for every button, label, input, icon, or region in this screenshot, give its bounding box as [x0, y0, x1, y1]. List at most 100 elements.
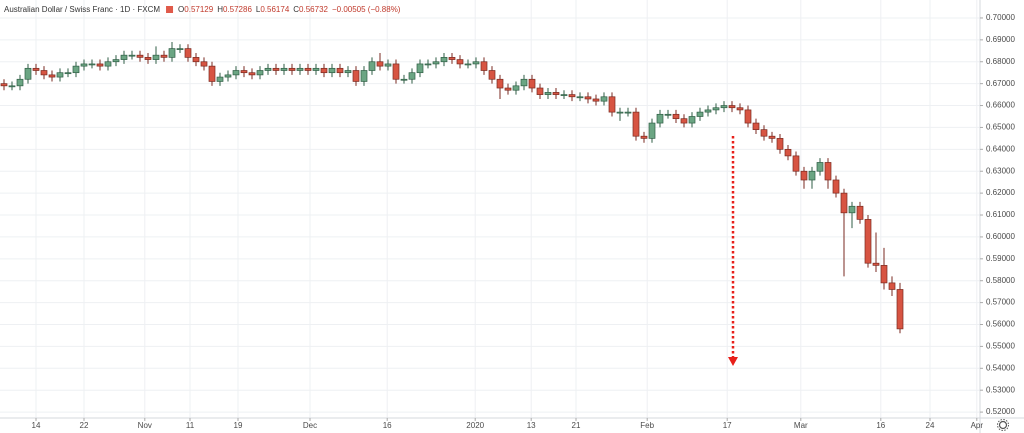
- y-tick-label: 0.56000: [986, 320, 1015, 329]
- candle-body: [704, 109, 712, 113]
- market-flag: [166, 6, 174, 13]
- candle-body: [792, 155, 800, 172]
- candle-body: [392, 63, 400, 80]
- candle-body: [104, 61, 112, 67]
- candle-body: [64, 72, 72, 75]
- candle-body: [344, 70, 352, 74]
- y-tick-label: 0.68000: [986, 57, 1015, 66]
- candle-body: [56, 72, 64, 78]
- x-tick-label: 13: [527, 421, 536, 430]
- x-tick-label: Apr: [971, 421, 984, 430]
- candle-body: [232, 70, 240, 76]
- x-tick-label: Mar: [794, 421, 808, 430]
- ohlc-label: H: [217, 5, 223, 14]
- settings-icon[interactable]: [997, 419, 1009, 431]
- candle-body: [768, 135, 776, 139]
- candle-body: [632, 111, 640, 137]
- candle-body: [224, 74, 232, 78]
- candle-body: [408, 72, 416, 80]
- candle-body: [880, 265, 888, 284]
- candle-body: [432, 61, 440, 65]
- candle-body: [680, 118, 688, 124]
- chart-title: Australian Dollar / Swiss Franc · 1D · F…: [4, 5, 160, 14]
- y-tick-label: 0.55000: [986, 342, 1015, 351]
- candle-body: [824, 162, 832, 181]
- candle-body: [216, 76, 224, 82]
- candle-body: [776, 138, 784, 150]
- candle-body: [456, 59, 464, 65]
- y-tick-label: 0.69000: [986, 35, 1015, 44]
- x-tick-label: 16: [383, 421, 392, 430]
- y-tick-label: 0.54000: [986, 363, 1015, 372]
- candle-body: [688, 116, 696, 124]
- x-tick-label: Feb: [640, 421, 654, 430]
- candle-body: [24, 67, 32, 80]
- candle-body: [200, 61, 208, 67]
- candle-body: [400, 78, 408, 81]
- x-tick-label: 21: [572, 421, 581, 430]
- candle-body: [192, 57, 200, 63]
- candle-body: [840, 192, 848, 214]
- y-tick-label: 0.58000: [986, 276, 1015, 285]
- candle-body: [144, 57, 152, 60]
- y-tick-label: 0.52000: [986, 407, 1015, 416]
- candle-body: [584, 96, 592, 100]
- candle-body: [32, 67, 40, 71]
- y-tick-label: 0.65000: [986, 123, 1015, 132]
- candle-body: [552, 92, 560, 95]
- candle-body: [760, 129, 768, 137]
- candle-body: [288, 67, 296, 71]
- candle-body: [672, 113, 680, 120]
- candle-body: [168, 48, 176, 58]
- candle-body: [352, 70, 360, 82]
- ohlc-label: C: [293, 5, 299, 14]
- y-tick-label: 0.57000: [986, 298, 1015, 307]
- x-tick-label: 24: [926, 421, 935, 430]
- candle-body: [184, 48, 192, 58]
- candle-body: [160, 54, 168, 58]
- candle-body: [88, 63, 96, 66]
- x-tick-label: 11: [186, 421, 195, 430]
- candle-body: [312, 67, 320, 71]
- candle-body: [176, 48, 184, 50]
- candle-body: [336, 67, 344, 74]
- x-tick-label: 2020: [466, 421, 484, 430]
- x-tick-label: 17: [723, 421, 732, 430]
- candle-body: [544, 92, 552, 95]
- candle-body: [744, 109, 752, 124]
- candle-body: [152, 54, 160, 60]
- x-tick-label: 14: [32, 421, 41, 430]
- candle-body: [816, 162, 824, 172]
- y-tick-label: 0.61000: [986, 210, 1015, 219]
- candle-body: [384, 63, 392, 67]
- candle-body: [248, 72, 256, 76]
- candle-body: [424, 63, 432, 66]
- candle-body: [656, 113, 664, 124]
- candle-body: [720, 105, 728, 109]
- candle-body: [376, 61, 384, 67]
- candle-body: [728, 105, 736, 109]
- candle-body: [888, 282, 896, 290]
- candle-body: [536, 87, 544, 95]
- candle-body: [16, 78, 24, 87]
- candle-body: [440, 57, 448, 63]
- candle-body: [448, 57, 456, 60]
- candle-body: [296, 67, 304, 71]
- candle-body: [856, 205, 864, 220]
- candle-body: [320, 67, 328, 74]
- candle-body: [40, 70, 48, 76]
- candle-body: [8, 85, 16, 88]
- candle-body: [528, 78, 536, 89]
- candle-body: [520, 78, 528, 87]
- candle-body: [240, 70, 248, 74]
- y-tick-label: 0.66000: [986, 101, 1015, 110]
- y-tick-label: 0.53000: [986, 385, 1015, 394]
- annotation-arrowhead: [728, 357, 738, 366]
- candle-body: [80, 63, 88, 67]
- x-tick-label: Dec: [303, 421, 317, 430]
- y-tick-label: 0.70000: [986, 13, 1015, 22]
- y-tick-label: 0.63000: [986, 166, 1015, 175]
- candle-body: [128, 54, 136, 57]
- candle-body: [464, 63, 472, 66]
